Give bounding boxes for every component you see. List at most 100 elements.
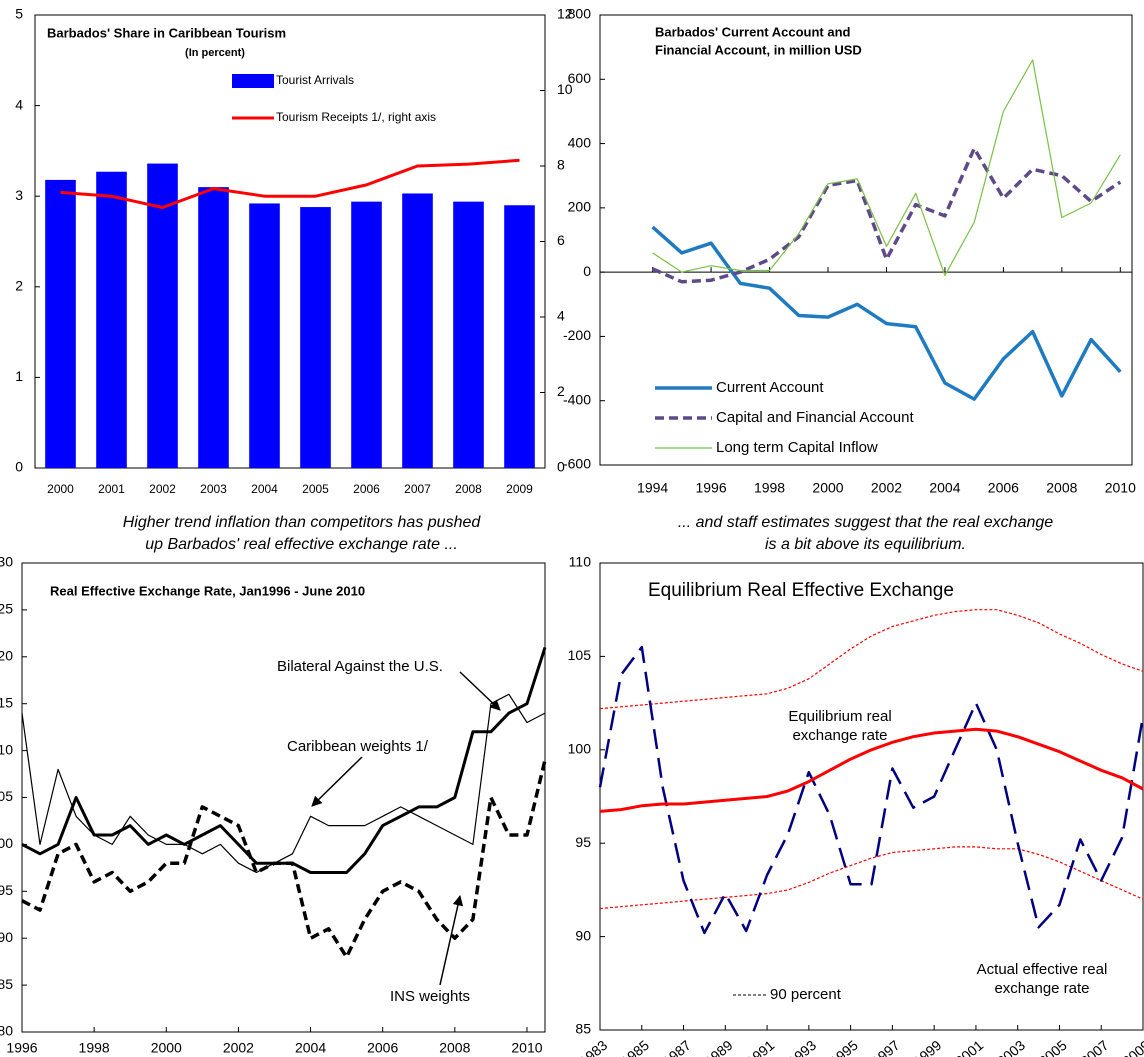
- y-tick-label: 3: [15, 187, 23, 203]
- x-tick-label: 2004: [251, 482, 278, 496]
- x-tick-label: 2007: [1077, 1037, 1111, 1057]
- series-line: [651, 146, 1122, 284]
- x-tick-label: 2009: [1119, 1037, 1144, 1057]
- caption: up Barbados' real effective exchange rat…: [145, 536, 458, 553]
- annotation: exchange rate: [792, 727, 887, 744]
- y-tick-label: -600: [563, 456, 591, 472]
- annotation: exchange rate: [994, 980, 1089, 997]
- y-tick-label: 90: [0, 929, 13, 945]
- x-tick-label: 2001: [952, 1037, 986, 1057]
- y-tick-label: -400: [563, 391, 591, 407]
- x-tick-label: 2000: [812, 480, 843, 496]
- x-tick-label: 2008: [439, 1040, 470, 1056]
- bar: [453, 201, 484, 469]
- x-tick-label: 2004: [929, 480, 960, 496]
- y2-tick-label: 2: [557, 383, 565, 399]
- band-line: [599, 609, 1144, 710]
- legend-label: Long term Capital Inflow: [716, 439, 878, 456]
- annotation-arrow: [311, 756, 363, 807]
- legend-label: Capital and Financial Account: [716, 409, 914, 426]
- plot-frame: [21, 562, 546, 1033]
- y-tick-label: 5: [15, 6, 23, 22]
- chart-title: Equilibrium Real Effective Exchange: [648, 580, 954, 601]
- chart-title: Financial Account, in million USD: [655, 42, 862, 57]
- y-tick-label: 100: [568, 741, 592, 757]
- legend-label: Current Account: [716, 379, 824, 396]
- x-tick-label: 2000: [47, 482, 74, 496]
- x-tick-label: 1998: [754, 480, 785, 496]
- y2-tick-label: 12: [557, 6, 573, 22]
- x-tick-label: 2010: [511, 1040, 542, 1056]
- caption: is a bit above its equilibrium.: [765, 536, 966, 553]
- bar: [504, 205, 535, 468]
- series-line: [598, 645, 1144, 935]
- plot-frame: [599, 14, 1133, 466]
- y2-tick-label: 6: [557, 232, 565, 248]
- bar: [351, 201, 382, 469]
- series-line: [21, 759, 547, 959]
- y-tick-label: 80: [0, 1023, 13, 1039]
- bar: [402, 193, 433, 468]
- x-tick-label: 2006: [988, 480, 1019, 496]
- annotation: Caribbean weights 1/: [287, 738, 429, 755]
- y-tick-label: 95: [0, 882, 13, 898]
- y-tick-label: -200: [563, 327, 591, 343]
- annotation: Actual effective real: [977, 961, 1108, 978]
- x-tick-label: 1996: [6, 1040, 37, 1056]
- y-tick-label: 85: [575, 1021, 591, 1037]
- series-line: [651, 225, 1122, 401]
- bar: [96, 171, 127, 468]
- bar: [300, 207, 331, 468]
- chart-title: Real Effective Exchange Rate, Jan1996 - …: [50, 583, 365, 598]
- y-tick-label: 85: [0, 976, 13, 992]
- y-tick-label: 2: [15, 278, 23, 294]
- x-tick-label: 1994: [637, 480, 668, 496]
- x-tick-label: 1995: [827, 1037, 861, 1057]
- annotation-arrow: [439, 894, 464, 986]
- x-tick-label: 1991: [743, 1037, 777, 1057]
- x-tick-label: 2006: [353, 482, 380, 496]
- annotation: Bilateral Against the U.S.: [277, 658, 443, 675]
- legend-label: Tourism Receipts 1/, right axis: [276, 110, 436, 124]
- y-tick-label: 115: [0, 694, 13, 710]
- x-tick-label: 2001: [98, 482, 125, 496]
- y-tick-label: 0: [15, 459, 23, 475]
- x-tick-label: 2009: [506, 482, 533, 496]
- y-tick-label: 95: [575, 834, 591, 850]
- x-tick-label: 2003: [994, 1037, 1028, 1057]
- y-tick-label: 400: [568, 134, 592, 150]
- x-tick-label: 1983: [576, 1037, 610, 1057]
- y-tick-label: 125: [0, 601, 13, 617]
- chart-title: Barbados' Share in Caribbean Tourism: [47, 25, 286, 40]
- x-tick-label: 2000: [151, 1040, 182, 1056]
- plot-frame: [599, 562, 1144, 1031]
- chart-title: Barbados' Current Account and: [655, 24, 851, 39]
- y2-tick-label: 10: [557, 81, 573, 97]
- series-line: [652, 59, 1121, 276]
- bar: [249, 203, 280, 468]
- x-tick-label: 1993: [785, 1037, 819, 1057]
- y-tick-label: 800: [568, 6, 592, 22]
- x-tick-label: 1998: [79, 1040, 110, 1056]
- x-tick-label: 1989: [701, 1037, 735, 1057]
- x-tick-label: 2007: [404, 482, 431, 496]
- x-tick-label: 1997: [869, 1037, 903, 1057]
- y-tick-label: 90: [575, 927, 591, 943]
- x-tick-label: 2002: [223, 1040, 254, 1056]
- y2-tick-label: 4: [557, 308, 565, 324]
- x-tick-label: 2002: [149, 482, 176, 496]
- x-tick-label: 2008: [455, 482, 482, 496]
- y-tick-label: 600: [568, 70, 592, 86]
- x-tick-label: 1987: [660, 1037, 694, 1057]
- x-tick-label: 2010: [1105, 480, 1136, 496]
- band-legend-label: 90 percent: [770, 986, 842, 1003]
- y2-tick-label: 8: [557, 157, 565, 173]
- y-tick-label: 105: [0, 788, 13, 804]
- annotation: INS weights: [390, 988, 470, 1005]
- y-tick-label: 1: [15, 368, 23, 384]
- y-tick-label: 110: [569, 554, 592, 570]
- x-tick-label: 2004: [295, 1040, 326, 1056]
- x-tick-label: 1996: [695, 480, 726, 496]
- chart-subtitle: (In percent): [185, 47, 245, 59]
